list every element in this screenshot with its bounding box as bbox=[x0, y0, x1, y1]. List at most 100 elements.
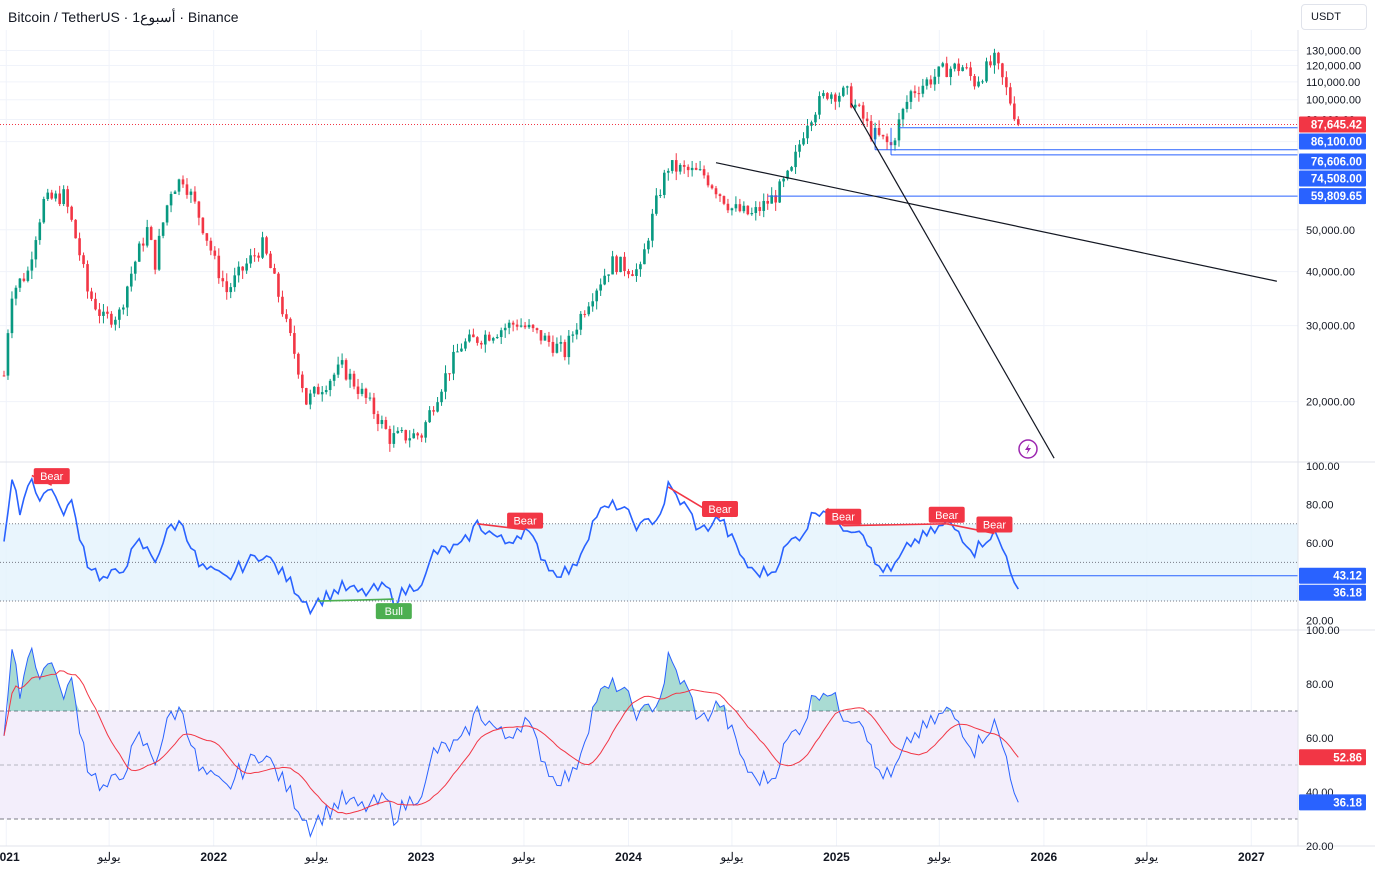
candle-body bbox=[213, 250, 217, 256]
rsi-ma-pane-line bbox=[3, 646, 1019, 838]
candle-body bbox=[647, 240, 650, 250]
candle-body bbox=[591, 301, 595, 307]
candle-body bbox=[352, 373, 356, 387]
level-label: 76,606.00 bbox=[1311, 156, 1362, 168]
candle-body bbox=[909, 91, 913, 102]
candle-body bbox=[989, 61, 992, 66]
currency-selector[interactable]: USDT bbox=[1301, 4, 1367, 30]
candle-body bbox=[686, 166, 690, 171]
divergence-label-bg bbox=[33, 468, 70, 485]
candle-body bbox=[400, 430, 404, 432]
candle-body bbox=[412, 433, 416, 439]
level-label: 86,100.00 bbox=[1311, 136, 1362, 148]
candle-body bbox=[659, 194, 662, 196]
candle-body bbox=[547, 335, 551, 342]
lightning-icon bbox=[1025, 443, 1031, 455]
candle-body bbox=[368, 397, 372, 399]
candle-body bbox=[595, 290, 598, 302]
candle-body bbox=[571, 334, 575, 336]
time-tick: 2025 bbox=[823, 850, 850, 864]
candle-body bbox=[643, 249, 646, 265]
level-label: 74,508.00 bbox=[1311, 173, 1362, 185]
rsi-line bbox=[3, 476, 1019, 616]
divergence-label: Bear bbox=[40, 471, 64, 483]
candle-body bbox=[157, 235, 161, 270]
candle-body bbox=[484, 334, 487, 345]
price-tick: 110,000.00 bbox=[1306, 77, 1360, 89]
candle-body bbox=[682, 164, 686, 167]
candle-body bbox=[460, 348, 463, 352]
rsi-pane bbox=[3, 474, 1298, 616]
candle-body bbox=[14, 287, 18, 299]
candle-body bbox=[853, 104, 857, 108]
ma-rsi-value-label-bg bbox=[1299, 794, 1366, 811]
divergence-label: Bear bbox=[983, 519, 1007, 531]
trendline[interactable] bbox=[715, 162, 1277, 282]
candle-body bbox=[233, 275, 237, 288]
symbol-title[interactable]: Bitcoin / TetherUS · 1أسبوع · Binance bbox=[8, 9, 239, 25]
divergence-label-bg bbox=[701, 501, 738, 517]
candle-body bbox=[440, 391, 443, 403]
candle-body bbox=[46, 192, 50, 200]
candle-body bbox=[229, 287, 233, 293]
candle-body bbox=[893, 140, 897, 146]
candle-body bbox=[62, 189, 65, 205]
candle-body bbox=[58, 193, 61, 205]
candle-body bbox=[941, 63, 945, 67]
candle-body bbox=[949, 68, 952, 78]
rsi-support-label-bg bbox=[1299, 567, 1366, 584]
candle-body bbox=[973, 76, 976, 87]
candle-body bbox=[110, 313, 113, 325]
candle-body bbox=[344, 360, 348, 380]
trendline[interactable] bbox=[850, 103, 1055, 459]
candle-body bbox=[503, 327, 507, 331]
candle-body bbox=[285, 314, 288, 319]
candle-body bbox=[94, 298, 97, 310]
candle-body bbox=[758, 207, 762, 211]
candle-body bbox=[480, 342, 483, 345]
candle-body bbox=[495, 337, 499, 339]
candle-body bbox=[487, 334, 491, 341]
candle-body bbox=[551, 341, 555, 353]
candle-body bbox=[714, 188, 718, 195]
candle-body bbox=[933, 76, 937, 85]
alert-icon[interactable] bbox=[1018, 439, 1038, 459]
candle-body bbox=[98, 309, 101, 316]
candle-body bbox=[897, 119, 901, 141]
candle-body bbox=[297, 353, 300, 375]
candle-body bbox=[651, 213, 654, 241]
rsi-support-label: 43.12 bbox=[1333, 571, 1362, 583]
candle-body bbox=[1009, 87, 1012, 104]
horizontal-levels[interactable] bbox=[0, 123, 1298, 197]
time-tick: 2027 bbox=[1238, 850, 1265, 864]
candle-body bbox=[511, 322, 515, 325]
candle-body bbox=[372, 397, 376, 415]
time-tick: يوليو bbox=[719, 850, 743, 864]
candle-body bbox=[977, 81, 980, 87]
candle-body bbox=[631, 274, 634, 276]
candle-body bbox=[845, 86, 849, 88]
candle-body bbox=[312, 386, 316, 394]
candle-body bbox=[734, 204, 738, 209]
time-axis[interactable]: 2021 يوليو 2022 يوليو 2023 يوليو 2024 يوليو 2025… bbox=[0, 850, 1265, 864]
candle-body bbox=[794, 151, 797, 168]
pane-separators bbox=[0, 30, 1375, 847]
candle-body bbox=[78, 238, 81, 256]
candle-body bbox=[802, 138, 805, 145]
candle-body bbox=[770, 195, 773, 204]
candle-body bbox=[710, 185, 714, 189]
candle-body bbox=[969, 67, 972, 77]
candle-body bbox=[10, 298, 14, 334]
divergence-labels: Bear Bull Bear Bear Bear Bear Bear bbox=[33, 468, 1013, 620]
candle-body bbox=[766, 200, 770, 204]
candle-body bbox=[34, 240, 38, 260]
time-tick: 2023 bbox=[408, 850, 435, 864]
trendlines[interactable] bbox=[715, 103, 1277, 459]
time-tick: يوليو bbox=[511, 850, 535, 864]
candle-body bbox=[420, 435, 423, 438]
candle-body bbox=[491, 338, 495, 341]
candle-body bbox=[380, 419, 384, 425]
candle-body bbox=[965, 67, 968, 69]
candle-body bbox=[507, 322, 511, 328]
